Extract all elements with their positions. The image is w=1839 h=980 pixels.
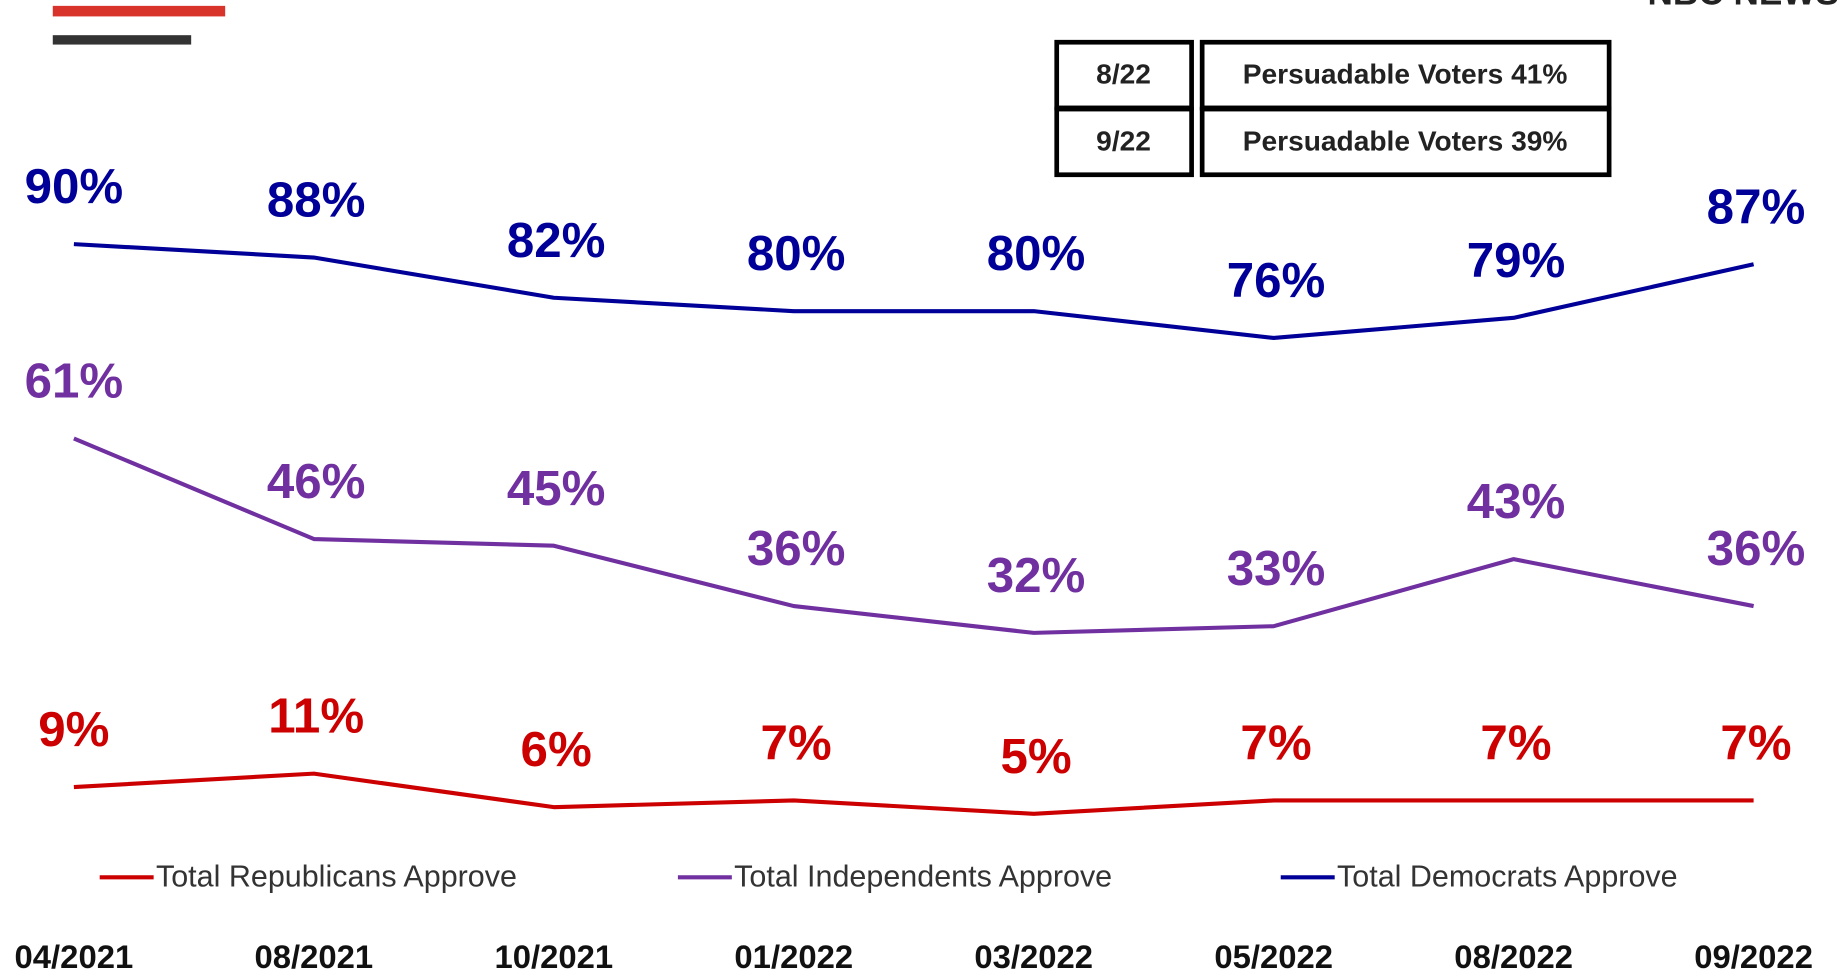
series-line [73, 242, 1755, 341]
data-label: 76% [1227, 253, 1326, 308]
data-label: 11% [268, 689, 364, 744]
data-label: 46% [267, 454, 366, 509]
legend-label: Total Democrats Approve [1337, 859, 1678, 893]
legend-label: Total Republicans Approve [156, 859, 517, 893]
data-label: 87% [1707, 179, 1806, 234]
series-line [73, 436, 1755, 635]
data-label: 88% [267, 173, 366, 228]
data-label: 6% [521, 722, 592, 777]
series-line [73, 771, 1754, 816]
data-label: 80% [747, 226, 846, 281]
annotation-date: 8/22 [1096, 59, 1151, 90]
annotation-date: 9/22 [1096, 126, 1151, 157]
data-label: 36% [747, 521, 846, 576]
data-label: 61% [25, 354, 124, 409]
data-label: 7% [1720, 716, 1791, 771]
x-tick-label: 03/2022 [974, 938, 1093, 975]
data-label: 9% [38, 702, 109, 757]
x-tick-label: 08/2021 [255, 938, 374, 975]
data-label: 7% [1240, 716, 1311, 771]
data-label: 79% [1467, 233, 1566, 288]
annotation-box [1054, 106, 1194, 178]
x-tick-label: 04/2021 [15, 938, 134, 975]
data-label: 33% [1227, 541, 1326, 596]
data-label: 7% [761, 716, 832, 771]
data-label: 43% [1467, 474, 1566, 529]
x-tick-label: 01/2022 [734, 938, 853, 975]
annotation-text: Persuadable Voters 41% [1243, 59, 1568, 90]
legend-label: Total Independents Approve [734, 859, 1112, 893]
x-tick-label: 08/2022 [1454, 938, 1573, 975]
data-label: 32% [987, 548, 1086, 603]
data-label: 80% [987, 226, 1086, 281]
x-tick-label: 10/2021 [494, 938, 613, 975]
annotation-box [1199, 106, 1612, 178]
data-label: 5% [1000, 729, 1071, 784]
data-label: 82% [507, 213, 606, 268]
brand: NBC NEWS [1647, 0, 1839, 13]
data-label: 90% [25, 159, 124, 214]
logo-bar-dark [52, 35, 192, 45]
annotation-text: Persuadable Voters 39% [1243, 126, 1568, 157]
x-tick-label: 05/2022 [1214, 938, 1333, 975]
x-tick-label: 09/2022 [1694, 938, 1813, 975]
data-label: 7% [1480, 716, 1551, 771]
data-label: 45% [507, 461, 606, 516]
logo-bar-red [52, 5, 226, 17]
data-label: 36% [1707, 521, 1806, 576]
